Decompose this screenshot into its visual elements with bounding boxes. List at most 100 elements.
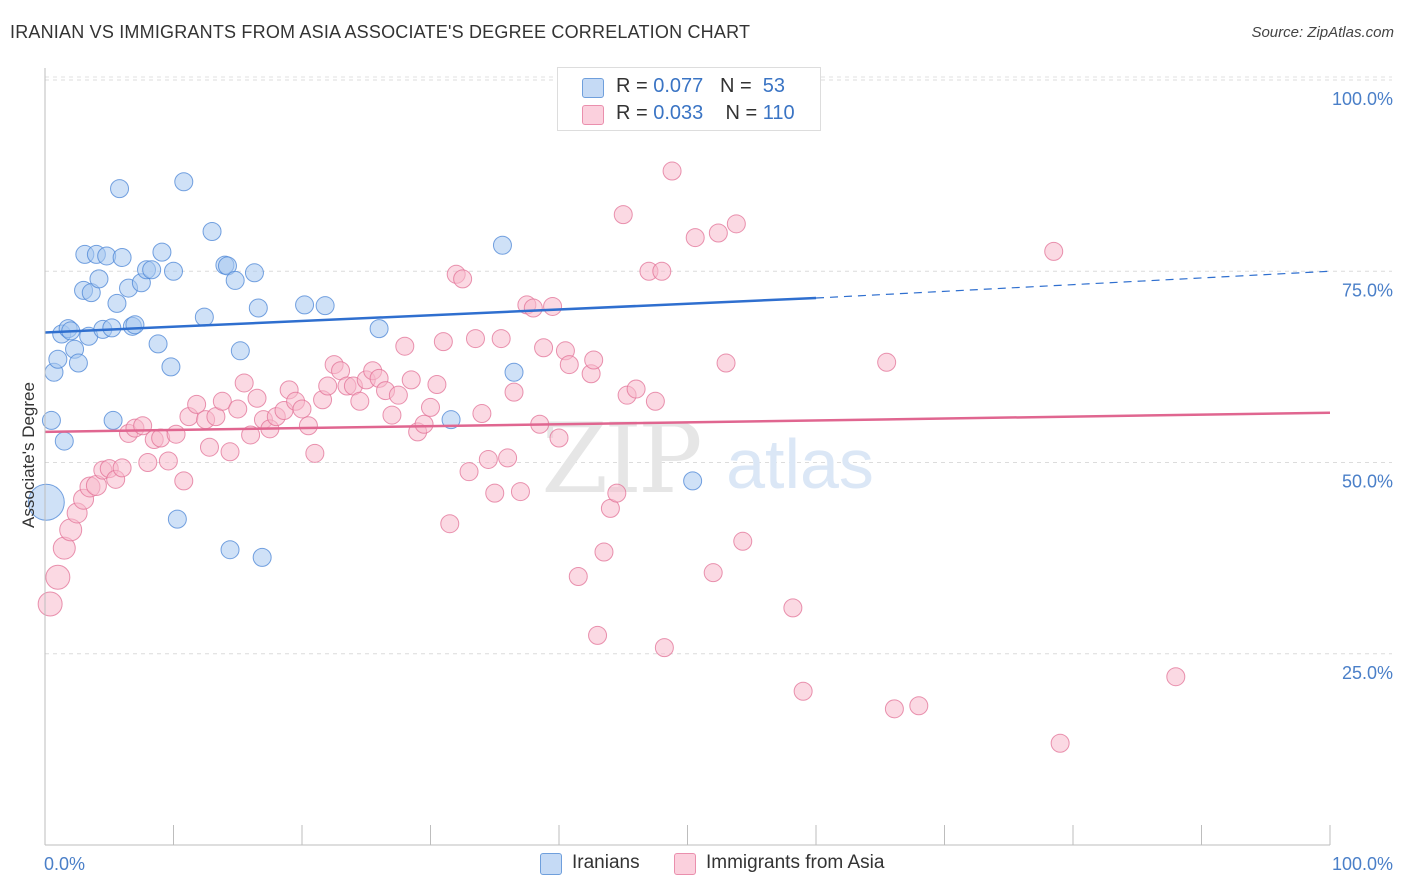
asia-point <box>292 399 312 419</box>
asia-point <box>708 223 728 243</box>
asia-point <box>909 696 929 716</box>
iranians-point <box>225 270 245 290</box>
iranians-point <box>369 319 389 339</box>
legend-swatch-iranians <box>582 78 604 98</box>
asia-point <box>498 448 518 468</box>
y-tick-label: 100.0% <box>1332 89 1393 109</box>
iranians-point <box>27 483 65 521</box>
asia-point <box>37 591 63 617</box>
iranians-point <box>441 410 461 430</box>
iranians-point <box>110 179 130 199</box>
asia-point <box>234 373 254 393</box>
asia-point <box>472 404 492 424</box>
asia-point <box>228 399 248 419</box>
iranians-point <box>194 307 214 327</box>
y-axis-label: Associate's Degree <box>19 382 38 528</box>
asia-point <box>187 394 207 414</box>
y-tick-label: 25.0% <box>1342 663 1393 683</box>
legend-n-value-iranians: 53 <box>762 75 786 97</box>
iranians-point <box>295 295 315 315</box>
iranians-point <box>504 362 524 382</box>
asia-point <box>440 514 460 534</box>
iranians-point <box>68 353 88 373</box>
asia-point <box>158 451 178 471</box>
asia-point <box>491 329 511 349</box>
asia-point <box>884 699 904 719</box>
asia-point <box>433 332 453 352</box>
asia-point <box>112 458 132 478</box>
asia-point <box>241 425 261 445</box>
iranians-point <box>102 318 122 338</box>
iranians-point <box>125 315 145 335</box>
asia-point <box>645 391 665 411</box>
asia-point <box>510 482 530 502</box>
asia-point <box>350 391 370 411</box>
iranians-point <box>174 172 194 192</box>
asia-point <box>401 370 421 390</box>
asia-point <box>703 563 723 583</box>
asia-point <box>247 388 267 408</box>
trend-layer <box>44 270 1331 434</box>
asia-point <box>453 269 473 289</box>
asia-point <box>174 471 194 491</box>
asia-point <box>414 414 434 434</box>
asia-point <box>1050 733 1070 753</box>
iranians-trend-line <box>44 296 817 334</box>
bottom-legend-label-asia: Immigrants from Asia <box>706 852 885 873</box>
asia-trend-line <box>44 411 1331 434</box>
legend-n-value-asia: 110 <box>762 102 795 124</box>
asia-point <box>382 405 402 425</box>
legend: R = 0.077 N = 53 R = 0.033 N = 110 <box>557 67 821 131</box>
asia-point <box>654 638 674 658</box>
asia-point <box>877 352 897 372</box>
iranians-point <box>48 349 68 369</box>
iranians-point <box>112 247 132 267</box>
asia-point <box>568 566 588 586</box>
legend-n-label: N = <box>725 102 758 124</box>
asia-point <box>318 376 338 396</box>
asia-point <box>138 453 158 472</box>
asia-point <box>388 385 408 405</box>
asia-point <box>549 428 569 448</box>
x-tick-label: 100.0% <box>1332 854 1393 874</box>
asia-point <box>613 205 633 225</box>
iranians-point <box>148 334 168 354</box>
legend-r-label: R = <box>616 102 648 124</box>
asia-point <box>534 338 554 358</box>
asia-point <box>588 625 608 645</box>
asia-point <box>523 298 543 318</box>
x-tick-label: 0.0% <box>44 854 85 874</box>
asia-point <box>685 228 705 248</box>
iranians-point <box>164 261 183 281</box>
bottom-legend-label-iranians: Iranians <box>572 852 640 873</box>
iranians-point <box>103 410 123 430</box>
iranians-point <box>315 296 335 316</box>
points-layer <box>27 70 1186 753</box>
asia-point <box>45 564 71 590</box>
asia-point <box>733 531 753 551</box>
asia-point <box>1044 241 1064 261</box>
iranians-point <box>492 235 512 255</box>
iranians-trend-extension <box>815 270 1331 299</box>
asia-point <box>166 424 186 444</box>
asia-point <box>626 379 646 399</box>
iranians-point <box>248 298 268 318</box>
iranians-point <box>167 509 187 529</box>
iranians-point <box>244 263 264 283</box>
asia-point <box>298 416 318 436</box>
chart-title: IRANIAN VS IMMIGRANTS FROM ASIA ASSOCIAT… <box>10 22 751 42</box>
asia-point <box>212 391 232 411</box>
iranians-point <box>54 431 74 451</box>
asia-point <box>220 442 240 462</box>
asia-point <box>305 443 325 463</box>
asia-point <box>594 542 614 562</box>
iranians-point <box>41 410 61 430</box>
iranians-point <box>161 357 181 377</box>
y-tick-label: 50.0% <box>1342 472 1393 492</box>
asia-point <box>607 483 627 503</box>
legend-n-label: N = <box>719 75 752 97</box>
asia-point <box>716 353 736 373</box>
asia-point <box>421 397 440 417</box>
asia-point <box>465 329 485 349</box>
